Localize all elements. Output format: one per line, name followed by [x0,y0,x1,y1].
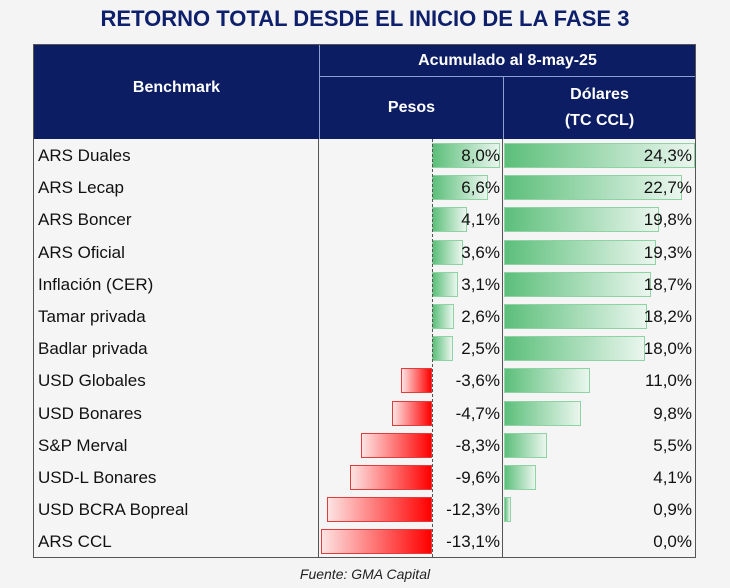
benchmark-name: Inflación (CER) [38,274,154,294]
benchmark-name: USD BCRA Bopreal [38,500,189,520]
header-dolares: Dólares (TC CCL) [503,77,695,139]
table-row: USD BCRA Bopreal -12,3% 0,9% [34,494,695,526]
table-row: ARS Oficial 3,6% 19,3% [34,237,695,269]
table-row: USD-L Bonares -9,6% 4,1% [34,462,695,494]
pesos-bar [401,368,432,394]
benchmark-name: ARS Lecap [38,178,124,198]
benchmark-name: ARS CCL [38,532,112,552]
dolares-value: 5,5% [653,435,692,455]
dolares-bar [504,304,647,329]
dolares-value: 0,9% [653,500,692,520]
table-row: Inflación (CER) 3,1% 18,7% [34,269,695,301]
table-row: USD Bonares -4,7% 9,8% [34,398,695,430]
dolares-bar [504,432,548,458]
dolares-bar [504,465,537,490]
pesos-value: 3,6% [461,242,500,262]
header-pesos: Pesos [319,77,503,139]
pesos-bar [361,432,432,458]
pesos-value: -9,6% [455,468,500,487]
pesos-value: -13,1% [446,532,500,552]
pesos-bar [432,143,500,168]
chart-title: RETORNO TOTAL DESDE EL INICIO DE LA FASE… [100,6,630,31]
dolares-bar [504,271,651,297]
pesos-zero-axis [432,139,433,557]
dolares-value: 4,1% [653,468,692,487]
dolares-value: 24,3% [643,146,692,165]
dolares-bar [504,239,656,265]
table-row: Tamar privada 2,6% 18,2% [34,301,695,333]
pesos-value: 2,6% [461,307,500,326]
dolares-value: 18,7% [643,274,692,294]
pesos-value: 4,1% [461,210,500,230]
dolares-bar [504,497,512,523]
pesos-bar [327,497,432,523]
table-row: ARS Duales 8,0% 24,3% [34,140,695,172]
dolares-bar [504,207,660,233]
dolares-bar [504,368,591,394]
dolares-bar [504,336,646,362]
dolares-value: 19,3% [643,242,692,262]
table-row: ARS Boncer 4,1% 19,8% [34,204,695,236]
pesos-value: 3,1% [461,274,500,294]
benchmark-name: USD Bonares [38,403,142,423]
pesos-value: -3,6% [455,371,500,391]
pesos-bar [320,529,432,555]
source-note: Fuente: GMA Capital [299,566,431,582]
dolares-value: 9,8% [653,403,692,423]
dolares-value: 0,0% [653,532,692,552]
benchmark-name: Tamar privada [38,307,146,326]
dolares-value: 22,7% [643,178,692,198]
dolares-value: 18,0% [643,339,692,359]
pesos-value: -12,3% [446,500,500,520]
dolares-value: 19,8% [643,210,692,230]
pesos-value: 2,5% [461,339,500,359]
pesos-value: -4,7% [455,403,500,423]
header-dolares-line2: (TC CCL) [564,112,635,129]
dolares-bar [504,400,581,426]
column-divider [318,139,319,557]
pesos-value: 8,0% [461,146,500,165]
table-row: Badlar privada 2,5% 18,0% [34,333,695,365]
dolares-bar [504,143,695,168]
header-benchmark: Benchmark [34,45,319,139]
table-row: ARS CCL -13,1% 0,0% [34,526,695,558]
table-row: USD Globales -3,6% 11,0% [34,365,695,397]
pesos-bar [350,465,432,490]
column-divider [502,139,503,557]
benchmark-name: Badlar privada [38,339,148,359]
dolares-value: 18,2% [643,307,692,326]
dolares-value: 11,0% [645,371,692,391]
benchmark-name: USD Globales [38,371,146,391]
table-row: S&P Merval -8,3% 5,5% [34,430,695,462]
header-dolares-line1: Dólares [570,86,629,103]
benchmark-name: S&P Merval [38,435,128,455]
benchmark-name: ARS Boncer [38,210,132,230]
table-row: ARS Lecap 6,6% 22,7% [34,172,695,204]
pesos-bar [392,400,432,426]
benchmark-name: ARS Duales [38,146,131,165]
benchmark-name: ARS Oficial [38,242,125,262]
returns-table: Benchmark Acumulado al 8-may-25 Pesos Dó… [33,44,696,558]
pesos-value: -8,3% [455,435,500,455]
pesos-value: 6,6% [461,178,500,198]
header-group: Acumulado al 8-may-25 [319,45,695,77]
benchmark-name: USD-L Bonares [38,468,157,487]
dolares-bar [504,175,683,201]
